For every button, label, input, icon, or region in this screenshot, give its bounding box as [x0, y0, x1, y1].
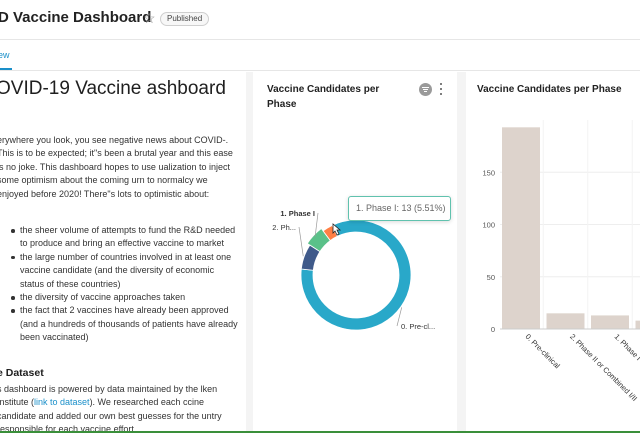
bar[interactable] [635, 320, 640, 329]
markdown-intro: erywhere you look, you see negative news… [0, 135, 233, 199]
status-badge: Published [160, 12, 210, 26]
bar[interactable] [591, 315, 629, 329]
list-item: the large number of countries involved i… [10, 251, 240, 291]
pie-leader-line [396, 307, 403, 327]
dataset-text-after: ). We researched each ccine candidate an… [0, 397, 222, 433]
dashboard-header: D Vaccine Dashboard ☆ Published [0, 0, 640, 40]
bar-x-tick: 1. Phase I [613, 332, 640, 362]
bar-y-tick: 0 [491, 325, 495, 334]
dataset-text-before: s dashboard is powered by data maintaine… [0, 384, 218, 408]
dashboard-title[interactable]: D Vaccine Dashboard [0, 9, 152, 26]
pie-label: 1. Phase I [280, 209, 315, 218]
pie-chart[interactable]: 0. Pre-cl... 1. Phase I 2. Ph... [253, 72, 457, 433]
bar-chart-panel: Vaccine Candidates per Phase 0 50 100 150 0.… [466, 72, 640, 433]
bar[interactable] [502, 127, 540, 329]
bar-chart-title: Vaccine Candidates per Phase [477, 84, 622, 95]
list-item: the diversity of vaccine approaches take… [10, 291, 240, 304]
bar-y-tick: 150 [482, 168, 495, 177]
filter-icon[interactable] [419, 83, 432, 96]
tab-bar: ew [0, 40, 640, 71]
bar[interactable] [546, 313, 585, 329]
bullet-list: the sheer volume of attempts to fund the… [10, 224, 240, 345]
markdown-panel: OVID-19 Vaccine ashboard erywhere you lo… [0, 72, 246, 433]
bar-y-tick: 50 [487, 273, 495, 282]
pie-label: 0. Pre-cl... [401, 322, 435, 331]
list-item: the sheer volume of attempts to fund the… [10, 224, 240, 251]
pie-leader-line [314, 212, 319, 237]
active-tab-indicator [0, 68, 12, 70]
bottom-border [0, 431, 640, 433]
more-vertical-icon[interactable] [437, 82, 445, 96]
dataset-heading: e Dataset [0, 367, 44, 379]
pie-slice[interactable] [300, 219, 412, 331]
bar-x-tick: 0. Pre-clinical [524, 332, 562, 370]
markdown-heading: OVID-19 Vaccine ashboard [0, 78, 226, 99]
tab-overview[interactable]: ew [0, 50, 10, 60]
pointer-cursor-icon [332, 223, 342, 236]
list-item: the fact that 2 vaccines have already be… [10, 304, 240, 344]
pie-tooltip: 1. Phase I: 13 (5.51%) [348, 196, 451, 221]
pie-chart-title: Vaccine Candidates per Phase [267, 84, 380, 110]
pie-label: 2. Ph... [272, 223, 296, 232]
pie-leader-line [298, 226, 304, 257]
dataset-link[interactable]: link to dataset [34, 397, 90, 408]
bar-y-tick: 100 [482, 221, 495, 230]
pie-slice[interactable] [300, 244, 321, 271]
pie-chart-panel: Vaccine Candidates per Phase 0. Pre-cl..… [253, 72, 457, 433]
dataset-text: s dashboard is powered by data maintaine… [0, 383, 241, 433]
star-icon[interactable]: ☆ [143, 10, 156, 26]
